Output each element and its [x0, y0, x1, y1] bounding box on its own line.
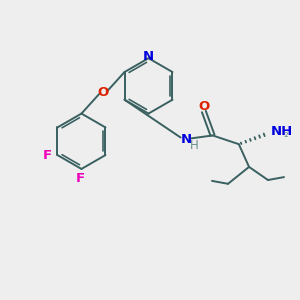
Text: O: O	[98, 86, 109, 99]
Text: O: O	[198, 100, 209, 113]
Text: H: H	[190, 139, 199, 152]
Text: NH: NH	[271, 124, 293, 138]
Text: N: N	[181, 133, 192, 146]
Text: N: N	[143, 50, 154, 63]
Text: F: F	[75, 172, 85, 185]
Text: F: F	[43, 148, 52, 162]
Text: ₂: ₂	[283, 128, 288, 140]
